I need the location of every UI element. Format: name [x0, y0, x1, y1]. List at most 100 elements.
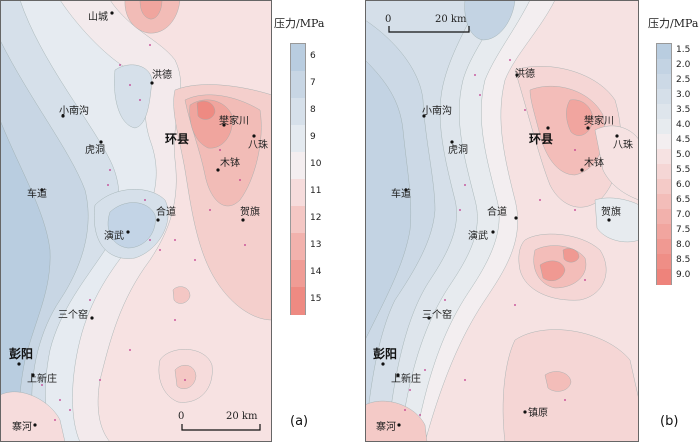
legend-b-tick: 6.0	[676, 179, 691, 190]
legend-a-tick: 8	[310, 104, 316, 115]
place-sangeyao: 三个窑	[58, 308, 88, 321]
map-b-sw-high	[365, 400, 428, 442]
legend-a-swatch	[291, 71, 305, 99]
legend-a-swatch	[291, 125, 305, 153]
legend-a: 压力/MPa 6 7 8 9 10 11 12 13 14 15	[274, 15, 348, 335]
map-a-blue-lobe-inner	[107, 202, 156, 249]
legend-b-swatch	[657, 134, 671, 150]
place-b-fanjiachuan: 樊家川	[584, 114, 614, 127]
map-a-mid-lobe	[172, 286, 191, 304]
legend-b-tick: 2.0	[676, 59, 691, 70]
place-b-sangeyao: 三个窑	[422, 308, 452, 321]
legend-b-swatch	[657, 74, 671, 90]
legend-a-swatch	[291, 44, 305, 72]
legend-b-tick: 7.0	[676, 209, 691, 220]
scale-b-zero: 0	[385, 14, 391, 25]
legend-a-tick: 11	[310, 185, 322, 196]
panel-b-tag: (b)	[660, 414, 679, 429]
legend-b-tick: 8.0	[676, 239, 691, 250]
place-xiaonangou: 小南沟	[59, 104, 89, 117]
legend-b-tick: 4.5	[676, 134, 691, 145]
legend-a-tick: 15	[310, 293, 322, 304]
place-mubo: 木钵	[220, 156, 240, 169]
legend-a-swatch	[291, 260, 305, 288]
place-b-chedao: 车道	[391, 187, 411, 200]
map-a-scale-bar: 0 20 km	[178, 411, 261, 431]
scale-a-zero: 0	[178, 411, 184, 422]
place-fanjiachuan: 樊家川	[219, 114, 249, 127]
map-a-zone-15	[196, 100, 216, 120]
map-b-mid-core-2	[562, 248, 580, 263]
legend-b-ticks: 1.5 2.0 2.5 3.0 3.5 4.0 4.5 5.0 5.5 6.0 6.5 7.0 7.5 8…	[644, 15, 700, 335]
legend-b-tick: 4.0	[676, 119, 691, 130]
legend-b-tick: 5.5	[676, 164, 691, 175]
legend-b-swatch	[657, 254, 671, 270]
place-shangxinzhuang: 上新庄	[27, 372, 57, 385]
place-b-huanxian: 环县	[529, 132, 553, 146]
legend-b-swatch	[657, 194, 671, 210]
map-b-east-band	[594, 125, 639, 201]
map-b-sample-points	[404, 59, 586, 416]
map-a-hongde-lobe	[114, 64, 153, 129]
map-a-town-markers	[17, 11, 256, 427]
legend-a-colorbar	[290, 43, 306, 315]
legend-b-swatch	[657, 239, 671, 255]
map-a-sample-points	[41, 44, 246, 421]
legend-b-swatch	[657, 149, 671, 165]
legend-a-tick: 7	[310, 77, 316, 88]
place-bazhu: 八珠	[248, 138, 268, 151]
place-b-hudong: 虎洞	[448, 144, 468, 156]
place-b-heqi: 贺旗	[601, 205, 621, 218]
place-b-bazhu: 八珠	[613, 138, 633, 151]
place-hudong: 虎洞	[85, 144, 105, 156]
map-b-se-high	[502, 329, 639, 442]
legend-a-ticks: 6 7 8 9 10 11 12 13 14 15	[278, 15, 348, 335]
place-chedao: 车道	[27, 187, 47, 200]
legend-b-swatch	[657, 104, 671, 120]
place-shancheng: 山城	[88, 11, 108, 23]
legend-b-tick: 2.5	[676, 74, 691, 85]
legend-b-tick: 5.0	[676, 149, 691, 160]
legend-b-tick: 3.5	[676, 104, 691, 115]
legend-a-tick: 6	[310, 50, 316, 61]
legend-a-tick: 10	[310, 158, 322, 169]
map-panel-a: 山城 洪德 小南沟 虎洞 环县 樊家川 八珠 木钵 车道 贺旗 合道 演武 三个…	[0, 0, 272, 442]
legend-b-swatch	[657, 89, 671, 105]
legend-b-swatch	[657, 269, 671, 285]
place-b-zhenyuan: 镇原	[528, 406, 548, 419]
place-b-pengyang: 彭阳	[373, 346, 397, 361]
legend-a-tick: 9	[310, 131, 316, 142]
legend-b-tick: 3.0	[676, 89, 691, 100]
legend-a-tick: 13	[310, 239, 322, 250]
legend-b-swatch	[657, 119, 671, 135]
map-b-scale-bar: 0 20 km	[385, 14, 470, 33]
map-b-se-core	[544, 371, 572, 392]
place-heqi: 贺旗	[240, 205, 260, 218]
map-panel-b: 洪德 小南沟 环县 樊家川 虎洞 八珠 木钵 车道 合道 贺旗 演武 三个窑 彭…	[365, 0, 639, 442]
map-b-svg: 洪德 小南沟 环县 樊家川 虎洞 八珠 木钵 车道 合道 贺旗 演武 三个窑 彭…	[365, 0, 639, 442]
place-b-mubo: 木钵	[584, 156, 604, 169]
place-b-xiaonangou: 小南沟	[422, 104, 452, 117]
legend-a-swatch	[291, 233, 305, 261]
map-b-town-markers	[381, 73, 619, 427]
place-b-saihe: 寨河	[376, 420, 396, 433]
legend-b-tick: 8.5	[676, 254, 691, 265]
place-hedao: 合道	[156, 205, 176, 218]
place-huanxian: 环县	[165, 132, 189, 146]
legend-a-swatch	[291, 98, 305, 126]
legend-a-swatch	[291, 206, 305, 234]
panel-a-tag: (a)	[290, 414, 309, 429]
legend-b-title: 压力/MPa	[648, 17, 699, 30]
legend-b-colorbar	[656, 43, 672, 285]
legend-a-swatch	[291, 152, 305, 180]
legend-a-swatch	[291, 179, 305, 207]
legend-b-swatch	[657, 59, 671, 75]
map-b-zone-2.0	[365, 59, 412, 341]
legend-b-swatch	[657, 44, 671, 60]
place-hongde: 洪德	[152, 68, 172, 81]
place-b-hedao: 合道	[487, 205, 507, 218]
place-b-yanwu: 演武	[468, 229, 488, 242]
legend-a-tick: 12	[310, 212, 322, 223]
legend-b: 压力/MPa 1.5 2.0 2.5 3.0 3.5 4.0 4.5 5.0 5.5 6.0 6.5…	[644, 15, 700, 335]
place-b-hongde: 洪德	[515, 67, 535, 80]
